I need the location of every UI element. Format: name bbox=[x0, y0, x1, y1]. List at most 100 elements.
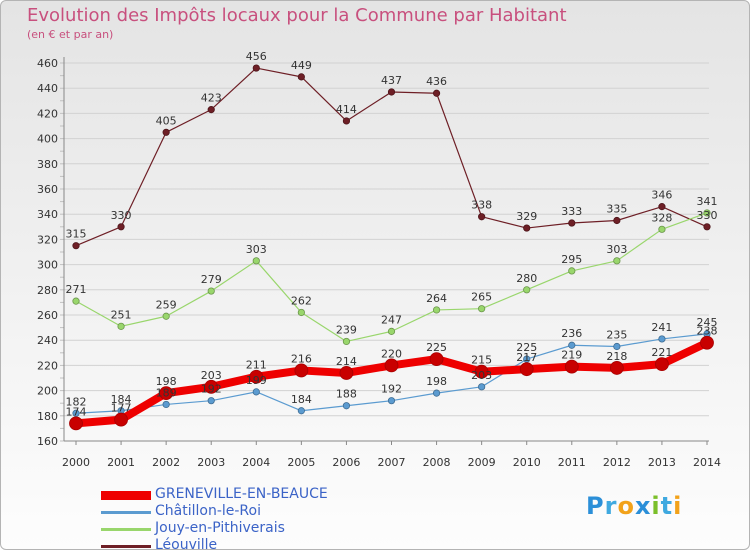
data-label-leouville: 414 bbox=[336, 103, 357, 116]
data-point-jouy-en-pithiverais bbox=[207, 287, 215, 295]
data-label-leouville: 423 bbox=[201, 92, 222, 105]
data-label-jouy-en-pithiverais: 271 bbox=[66, 283, 87, 296]
data-point-greneville-en-beauce bbox=[474, 364, 489, 379]
logo-letter: P bbox=[586, 492, 605, 520]
data-point-leouville bbox=[523, 224, 531, 232]
data-label-jouy-en-pithiverais: 279 bbox=[201, 273, 222, 286]
x-tick-label: 2005 bbox=[287, 456, 315, 469]
data-point-leouville bbox=[72, 242, 80, 250]
data-point-leouville bbox=[613, 216, 621, 225]
y-tick-label: 340 bbox=[37, 208, 58, 221]
data-point-leouville bbox=[162, 128, 170, 136]
data-point-chatillon-le-roi bbox=[568, 341, 576, 349]
data-label-chatillon-le-roi: 225 bbox=[516, 341, 537, 354]
data-label-leouville: 333 bbox=[561, 205, 582, 218]
x-tick-label: 2011 bbox=[558, 456, 586, 469]
y-tick-label: 260 bbox=[37, 309, 58, 322]
data-point-jouy-en-pithiverais bbox=[568, 267, 576, 275]
data-label-chatillon-le-roi: 184 bbox=[291, 393, 312, 406]
data-label-chatillon-le-roi: 182 bbox=[66, 395, 87, 408]
data-label-greneville-en-beauce: 198 bbox=[156, 375, 177, 388]
x-tick-label: 2010 bbox=[513, 456, 541, 469]
data-label-leouville: 456 bbox=[246, 50, 267, 63]
data-point-chatillon-le-roi bbox=[613, 342, 621, 351]
data-point-leouville bbox=[387, 88, 396, 96]
data-label-leouville: 346 bbox=[651, 189, 672, 202]
data-point-jouy-en-pithiverais bbox=[658, 225, 666, 233]
data-point-chatillon-le-roi bbox=[207, 397, 215, 405]
data-point-jouy-en-pithiverais bbox=[703, 209, 711, 217]
data-label-jouy-en-pithiverais: 262 bbox=[291, 294, 312, 307]
data-label-chatillon-le-roi: 235 bbox=[606, 329, 627, 342]
y-tick-label: 460 bbox=[37, 57, 58, 70]
data-point-jouy-en-pithiverais bbox=[432, 306, 441, 314]
data-label-jouy-en-pithiverais: 239 bbox=[336, 323, 357, 336]
data-label-leouville: 436 bbox=[426, 75, 447, 88]
data-point-jouy-en-pithiverais bbox=[342, 337, 351, 346]
y-tick-label: 320 bbox=[37, 233, 58, 246]
data-label-chatillon-le-roi: 189 bbox=[156, 386, 177, 399]
data-label-jouy-en-pithiverais: 303 bbox=[246, 243, 267, 256]
x-tick-label: 2007 bbox=[378, 456, 406, 469]
logo-letter: i bbox=[651, 492, 661, 520]
data-point-jouy-en-pithiverais bbox=[72, 297, 80, 305]
data-label-leouville: 330 bbox=[111, 209, 132, 222]
data-point-greneville-en-beauce bbox=[294, 363, 309, 378]
y-tick-label: 360 bbox=[37, 183, 58, 196]
data-label-jouy-en-pithiverais: 328 bbox=[651, 211, 672, 224]
data-label-greneville-en-beauce: 203 bbox=[201, 369, 222, 382]
data-point-greneville-en-beauce bbox=[700, 335, 714, 350]
data-label-leouville: 405 bbox=[156, 114, 177, 127]
data-point-chatillon-le-roi bbox=[252, 388, 260, 396]
data-point-leouville bbox=[252, 64, 260, 72]
x-tick-label: 2002 bbox=[152, 456, 180, 469]
y-tick-label: 180 bbox=[37, 410, 58, 423]
legend-swatch bbox=[101, 528, 151, 531]
data-point-jouy-en-pithiverais bbox=[387, 327, 396, 335]
data-point-greneville-en-beauce bbox=[609, 361, 624, 375]
y-tick-label: 240 bbox=[37, 334, 58, 347]
data-label-chatillon-le-roi: 199 bbox=[246, 374, 267, 387]
data-point-chatillon-le-roi bbox=[432, 389, 441, 397]
data-point-leouville bbox=[568, 219, 576, 227]
data-label-greneville-en-beauce: 219 bbox=[561, 349, 582, 362]
legend-label: GRENEVILLE-EN-BEAUCE bbox=[155, 486, 328, 502]
data-label-jouy-en-pithiverais: 251 bbox=[111, 308, 132, 321]
data-label-jouy-en-pithiverais: 341 bbox=[697, 195, 718, 208]
data-point-greneville-en-beauce bbox=[655, 357, 669, 372]
legend-label: Jouy-en-Pithiverais bbox=[155, 520, 285, 536]
data-label-greneville-en-beauce: 174 bbox=[66, 405, 87, 418]
logo-letter: i bbox=[673, 492, 683, 520]
logo-letter: x bbox=[634, 492, 652, 520]
data-label-jouy-en-pithiverais: 280 bbox=[516, 272, 537, 285]
legend-label: Léouville bbox=[155, 537, 218, 550]
data-point-chatillon-le-roi bbox=[342, 402, 351, 410]
data-label-leouville: 449 bbox=[291, 59, 312, 72]
data-label-leouville: 329 bbox=[516, 210, 537, 223]
chart-title: Evolution des Impôts locaux pour la Comm… bbox=[27, 5, 567, 26]
data-point-leouville bbox=[117, 223, 125, 231]
data-point-chatillon-le-roi bbox=[387, 397, 396, 405]
data-label-leouville: 315 bbox=[66, 228, 87, 241]
data-point-greneville-en-beauce bbox=[114, 412, 128, 427]
legend-swatch bbox=[101, 511, 151, 514]
data-point-chatillon-le-roi bbox=[297, 407, 305, 415]
data-label-greneville-en-beauce: 217 bbox=[516, 351, 537, 364]
data-label-chatillon-le-roi: 245 bbox=[697, 316, 718, 329]
data-point-leouville bbox=[207, 106, 215, 114]
data-point-leouville bbox=[658, 203, 666, 211]
data-label-chatillon-le-roi: 188 bbox=[336, 388, 357, 401]
data-point-leouville bbox=[432, 89, 441, 97]
data-point-jouy-en-pithiverais bbox=[252, 257, 260, 265]
x-tick-label: 2008 bbox=[423, 456, 451, 469]
data-label-chatillon-le-roi: 198 bbox=[426, 375, 447, 388]
data-point-leouville bbox=[703, 223, 711, 231]
x-tick-label: 2009 bbox=[468, 456, 496, 469]
data-point-jouy-en-pithiverais bbox=[478, 305, 486, 313]
legend-label: Châtillon-le-Roi bbox=[155, 503, 261, 519]
data-point-greneville-en-beauce bbox=[519, 362, 534, 377]
data-point-greneville-en-beauce bbox=[339, 366, 354, 380]
logo-letter: o bbox=[617, 492, 635, 520]
y-tick-label: 400 bbox=[37, 133, 58, 146]
y-tick-label: 300 bbox=[37, 259, 58, 272]
